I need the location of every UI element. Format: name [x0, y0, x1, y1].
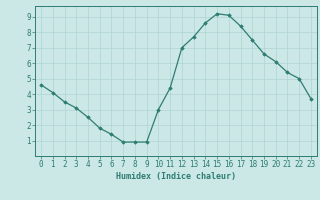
X-axis label: Humidex (Indice chaleur): Humidex (Indice chaleur) [116, 172, 236, 181]
